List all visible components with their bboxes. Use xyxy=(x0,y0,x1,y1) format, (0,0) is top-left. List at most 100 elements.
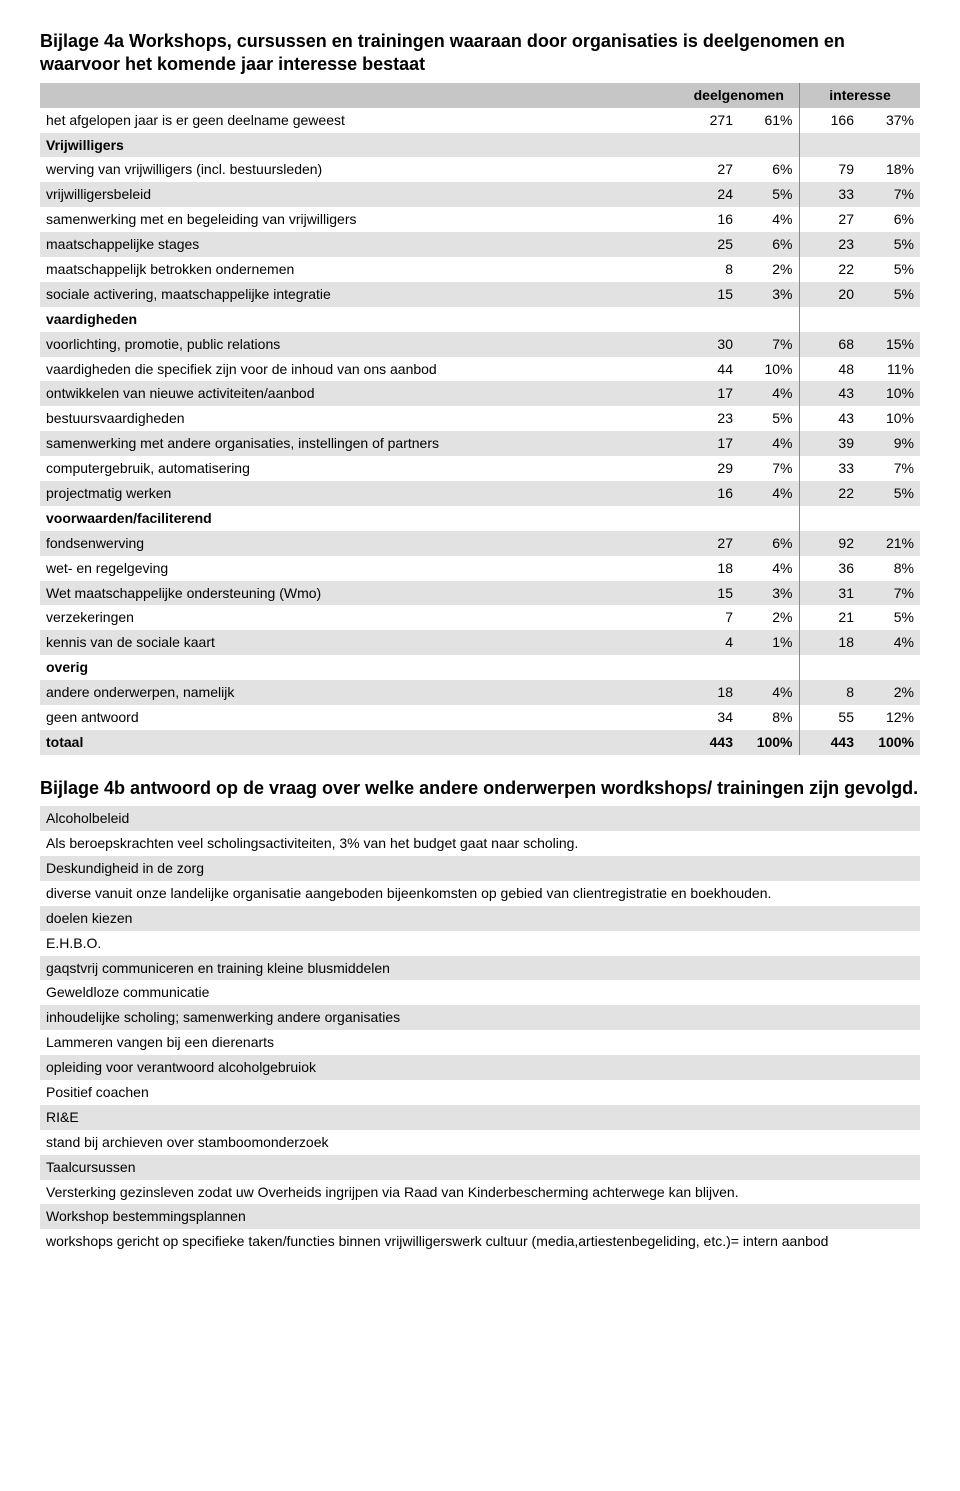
list-item-text: Als beroepskrachten veel scholingsactivi… xyxy=(40,831,920,856)
table-4b-row: Workshop bestemmingsplannen xyxy=(40,1204,920,1229)
row-label: sociale activering, maatschappelijke int… xyxy=(40,282,679,307)
row-label: Wet maatschappelijke ondersteuning (Wmo) xyxy=(40,581,679,606)
table-4a-row: samenwerking met en begeleiding van vrij… xyxy=(40,207,920,232)
cell-interesse-n: 36 xyxy=(800,556,860,581)
row-label: verzekeringen xyxy=(40,605,679,630)
cell-deelgenomen-n xyxy=(679,307,739,332)
cell-interesse-pct: 100% xyxy=(860,730,920,755)
table-4b-row: Alcoholbeleid xyxy=(40,806,920,831)
title-4a: Bijlage 4a Workshops, cursussen en train… xyxy=(40,30,920,77)
cell-interesse-pct: 15% xyxy=(860,332,920,357)
table-4a-row: samenwerking met andere organisaties, in… xyxy=(40,431,920,456)
row-label: het afgelopen jaar is er geen deelname g… xyxy=(40,108,679,133)
cell-interesse-n: 27 xyxy=(800,207,860,232)
row-label: samenwerking met andere organisaties, in… xyxy=(40,431,679,456)
row-label: wet- en regelgeving xyxy=(40,556,679,581)
cell-interesse-n: 8 xyxy=(800,680,860,705)
title-4b: Bijlage 4b antwoord op de vraag over wel… xyxy=(40,777,920,800)
cell-interesse-n: 79 xyxy=(800,157,860,182)
cell-interesse-n xyxy=(800,307,860,332)
row-label: projectmatig werken xyxy=(40,481,679,506)
list-item-text: doelen kiezen xyxy=(40,906,920,931)
table-4a-section-row: voorwaarden/faciliterend xyxy=(40,506,920,531)
cell-deelgenomen-pct: 2% xyxy=(739,257,799,282)
cell-deelgenomen-pct: 10% xyxy=(739,357,799,382)
table-4a-row: vrijwilligersbeleid245%337% xyxy=(40,182,920,207)
table-4b-row: Deskundigheid in de zorg xyxy=(40,856,920,881)
cell-deelgenomen-pct: 7% xyxy=(739,456,799,481)
cell-deelgenomen-n xyxy=(679,655,739,680)
list-item-text: inhoudelijke scholing; samenwerking ande… xyxy=(40,1005,920,1030)
cell-interesse-pct: 5% xyxy=(860,282,920,307)
row-label: vaardigheden die specifiek zijn voor de … xyxy=(40,357,679,382)
cell-interesse-pct: 2% xyxy=(860,680,920,705)
row-label: overig xyxy=(40,655,679,680)
table-4a-row: sociale activering, maatschappelijke int… xyxy=(40,282,920,307)
list-item-text: Geweldloze communicatie xyxy=(40,980,920,1005)
cell-deelgenomen-pct: 6% xyxy=(739,531,799,556)
cell-deelgenomen-n: 18 xyxy=(679,680,739,705)
row-label: bestuursvaardigheden xyxy=(40,406,679,431)
row-label: fondsenwerving xyxy=(40,531,679,556)
cell-interesse-pct: 7% xyxy=(860,581,920,606)
table-4a-row: werving van vrijwilligers (incl. bestuur… xyxy=(40,157,920,182)
cell-interesse-n: 68 xyxy=(800,332,860,357)
cell-interesse-n: 22 xyxy=(800,481,860,506)
cell-deelgenomen-pct: 5% xyxy=(739,406,799,431)
table-4b-row: Geweldloze communicatie xyxy=(40,980,920,1005)
cell-interesse-n: 43 xyxy=(800,406,860,431)
cell-deelgenomen-pct xyxy=(739,133,799,158)
list-item-text: stand bij archieven over stamboomonderzo… xyxy=(40,1130,920,1155)
cell-interesse-pct: 5% xyxy=(860,232,920,257)
list-item-text: E.H.B.O. xyxy=(40,931,920,956)
list-item-text: Deskundigheid in de zorg xyxy=(40,856,920,881)
cell-deelgenomen-n: 44 xyxy=(679,357,739,382)
cell-deelgenomen-pct: 4% xyxy=(739,556,799,581)
row-label: vaardigheden xyxy=(40,307,679,332)
table-4a: deelgenomen interesse het afgelopen jaar… xyxy=(40,83,920,755)
cell-deelgenomen-pct: 100% xyxy=(739,730,799,755)
row-label: totaal xyxy=(40,730,679,755)
cell-interesse-n: 39 xyxy=(800,431,860,456)
row-label: maatschappelijke stages xyxy=(40,232,679,257)
cell-interesse-pct xyxy=(860,307,920,332)
cell-interesse-pct: 5% xyxy=(860,257,920,282)
cell-deelgenomen-pct: 4% xyxy=(739,680,799,705)
table-4a-row: bestuursvaardigheden235%4310% xyxy=(40,406,920,431)
cell-deelgenomen-n: 4 xyxy=(679,630,739,655)
cell-deelgenomen-n: 17 xyxy=(679,381,739,406)
cell-interesse-n: 23 xyxy=(800,232,860,257)
cell-deelgenomen-n: 34 xyxy=(679,705,739,730)
cell-interesse-pct: 5% xyxy=(860,481,920,506)
table-4a-row: projectmatig werken164%225% xyxy=(40,481,920,506)
cell-deelgenomen-n: 30 xyxy=(679,332,739,357)
row-label: voorlichting, promotie, public relations xyxy=(40,332,679,357)
cell-interesse-n: 31 xyxy=(800,581,860,606)
table-4b-row: Taalcursussen xyxy=(40,1155,920,1180)
header-empty xyxy=(40,83,679,108)
table-4b-row: Als beroepskrachten veel scholingsactivi… xyxy=(40,831,920,856)
cell-deelgenomen-pct: 6% xyxy=(739,157,799,182)
table-4b-row: gaqstvrij communiceren en training klein… xyxy=(40,956,920,981)
table-4b-row: doelen kiezen xyxy=(40,906,920,931)
cell-deelgenomen-pct: 3% xyxy=(739,581,799,606)
row-label: werving van vrijwilligers (incl. bestuur… xyxy=(40,157,679,182)
cell-interesse-pct: 5% xyxy=(860,605,920,630)
table-4a-row: verzekeringen72%215% xyxy=(40,605,920,630)
cell-deelgenomen-n: 7 xyxy=(679,605,739,630)
cell-interesse-pct: 6% xyxy=(860,207,920,232)
row-label: ontwikkelen van nieuwe activiteiten/aanb… xyxy=(40,381,679,406)
cell-interesse-pct: 12% xyxy=(860,705,920,730)
cell-deelgenomen-n: 27 xyxy=(679,531,739,556)
cell-interesse-n: 166 xyxy=(800,108,860,133)
cell-deelgenomen-pct: 4% xyxy=(739,481,799,506)
cell-interesse-n xyxy=(800,655,860,680)
cell-deelgenomen-n: 17 xyxy=(679,431,739,456)
cell-deelgenomen-n: 27 xyxy=(679,157,739,182)
table-4a-row: vaardigheden die specifiek zijn voor de … xyxy=(40,357,920,382)
cell-interesse-n: 33 xyxy=(800,182,860,207)
table-4a-row: maatschappelijk betrokken ondernemen82%2… xyxy=(40,257,920,282)
list-item-text: diverse vanuit onze landelijke organisat… xyxy=(40,881,920,906)
cell-deelgenomen-pct: 7% xyxy=(739,332,799,357)
cell-interesse-pct: 9% xyxy=(860,431,920,456)
